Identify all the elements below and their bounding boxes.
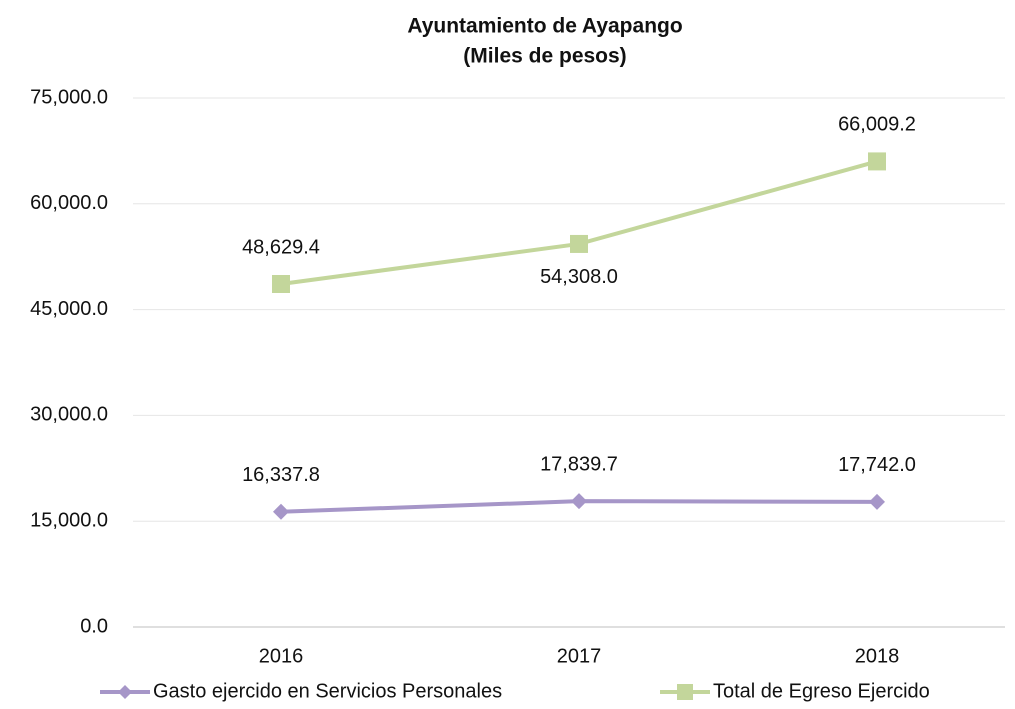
y-tick-label: 30,000.0 — [30, 404, 108, 426]
y-tick-label: 0.0 — [80, 615, 108, 637]
x-tick-label: 2016 — [259, 645, 304, 667]
legend-marker — [118, 685, 132, 699]
point-marker — [571, 493, 587, 510]
data-label: 17,839.7 — [540, 453, 618, 475]
x-tick-label: 2017 — [557, 645, 602, 667]
data-label: 48,629.4 — [242, 236, 320, 258]
point-marker — [272, 275, 290, 294]
point-marker — [570, 234, 588, 253]
data-label: 16,337.8 — [242, 464, 320, 486]
legend-label: Total de Egreso Ejercido — [713, 680, 930, 702]
y-tick-label: 75,000.0 — [30, 86, 108, 108]
point-marker — [868, 152, 886, 171]
y-tick-label: 60,000.0 — [30, 192, 108, 214]
data-label: 66,009.2 — [838, 114, 916, 136]
data-label: 17,742.0 — [838, 454, 916, 476]
point-marker — [869, 493, 885, 510]
legend-label: Gasto ejercido en Servicios Personales — [153, 680, 502, 702]
point-marker — [273, 503, 289, 520]
y-tick-label: 15,000.0 — [30, 509, 108, 531]
x-tick-label: 2018 — [855, 645, 900, 667]
y-tick-label: 45,000.0 — [30, 298, 108, 320]
chart-subtitle: (Miles de pesos) — [463, 45, 626, 68]
chart-title: Ayuntamiento de Ayapango — [407, 15, 682, 38]
data-label: 54,308.0 — [540, 266, 618, 288]
legend-marker — [677, 684, 693, 700]
